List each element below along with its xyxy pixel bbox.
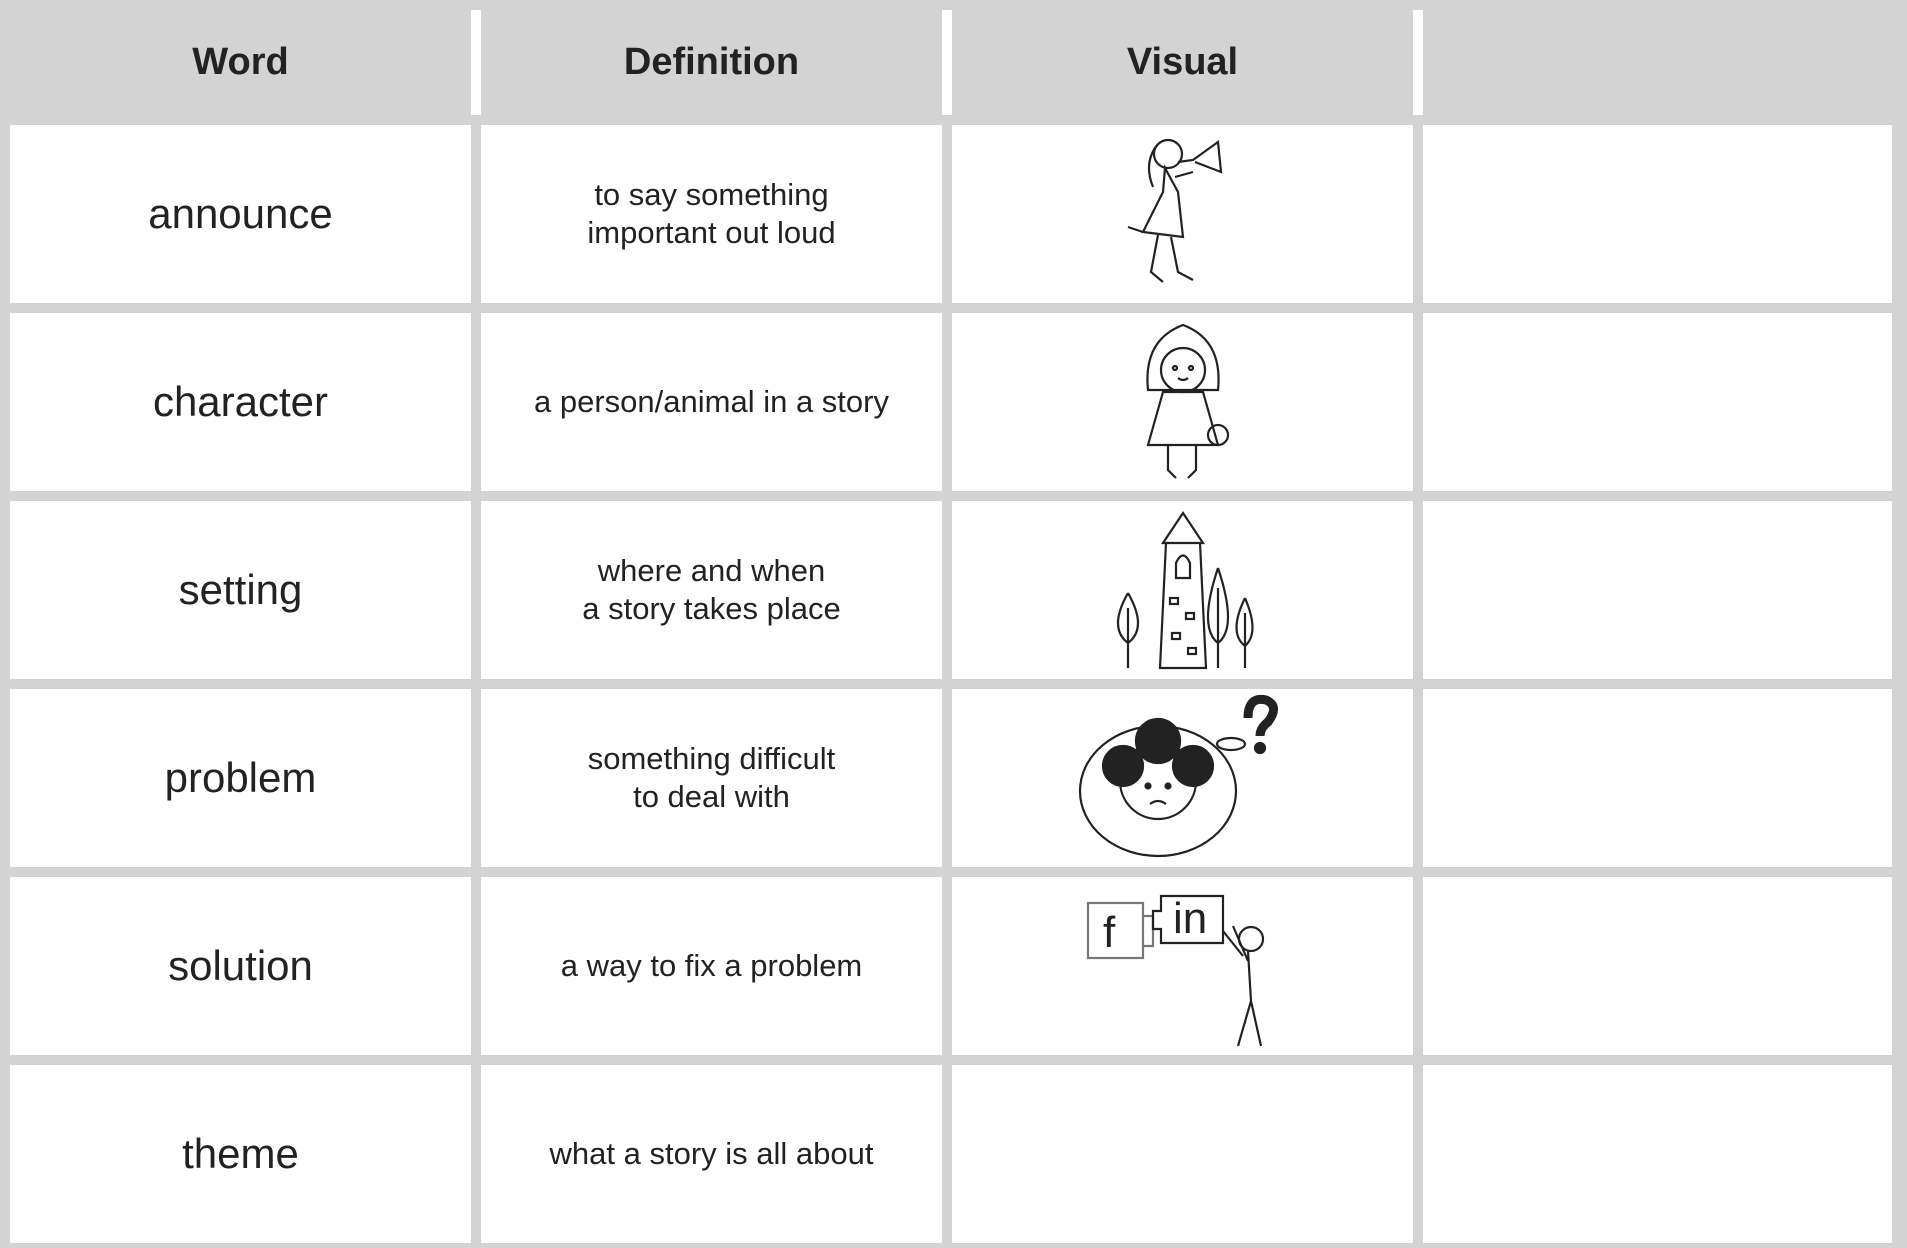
illustration: [1145, 323, 1229, 479]
visual-cell: f in: [952, 877, 1413, 1055]
word: problem: [164, 754, 317, 801]
blank-cell: [1423, 689, 1892, 867]
blank-cell: [1423, 877, 1892, 1055]
definition-line: a way to fix a problem: [560, 948, 863, 983]
word: character: [152, 378, 329, 425]
illustration: f in: [1086, 894, 1264, 1047]
definition-line: where and when: [597, 553, 826, 588]
visual-cell: [952, 689, 1413, 867]
illustration: [1127, 138, 1222, 283]
illustration: [1078, 694, 1278, 857]
word: announce: [148, 190, 333, 237]
visual-cell: [952, 313, 1413, 491]
blank-cell: [1423, 313, 1892, 491]
blank-cell: [1423, 1065, 1892, 1243]
definition-cell: to say something important out loud: [481, 125, 942, 303]
word-cell: problem: [10, 689, 471, 867]
definition-line: something difficult: [587, 741, 836, 776]
definition-line: to deal with: [633, 779, 790, 814]
word-cell: character: [10, 313, 471, 491]
word-cell: announce: [10, 125, 471, 303]
definition-line: a story takes place: [582, 591, 841, 626]
definition-line: to say something: [594, 177, 829, 212]
visual-cell: [952, 125, 1413, 303]
definition-cell: a person/animal in a story: [481, 313, 942, 491]
header-cell: Definition: [481, 10, 952, 115]
definition-cell: what a story is all about: [481, 1065, 942, 1243]
definition-cell: a way to fix a problem: [481, 877, 942, 1055]
definition-cell: something difficult to deal with: [481, 689, 942, 867]
visual-cell: [952, 1065, 1413, 1243]
definition-line: what a story is all about: [549, 1136, 874, 1171]
word-cell: setting: [10, 501, 471, 679]
definition-cell: where and when a story takes place: [481, 501, 942, 679]
word: solution: [168, 942, 313, 989]
header-cell: Visual: [952, 10, 1423, 115]
illustration: [1116, 510, 1254, 669]
definition-line: important out loud: [587, 215, 836, 250]
word: theme: [182, 1130, 299, 1177]
blank-cell: [1423, 125, 1892, 303]
word-cell: solution: [10, 877, 471, 1055]
vocabulary-table: Word Definition Visual announce to say so…: [10, 10, 1892, 1243]
definition-line: a person/animal in a story: [534, 384, 889, 419]
header-cell: Word: [10, 10, 481, 115]
word: setting: [178, 566, 303, 613]
word-cell: theme: [10, 1065, 471, 1243]
blank-cell: [1423, 501, 1892, 679]
header-cell: [1423, 10, 1892, 115]
puzzle-letter: in: [1173, 894, 1207, 943]
visual-cell: [952, 501, 1413, 679]
puzzle-letter: f: [1103, 908, 1116, 957]
